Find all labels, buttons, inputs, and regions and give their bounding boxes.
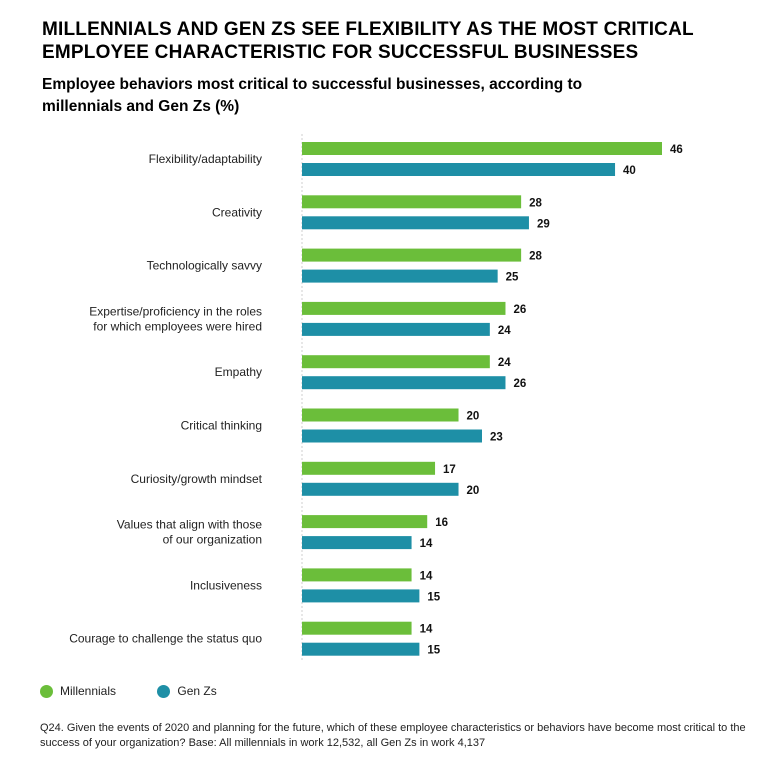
bar-millennials — [302, 301, 506, 315]
legend-item-genz: Gen Zs — [157, 684, 217, 698]
data-label: 28 — [529, 197, 542, 209]
bar-genz — [302, 269, 498, 283]
category-label: Expertise/proficiency in the roles for wh… — [89, 304, 262, 333]
bar-genz — [302, 163, 616, 176]
bar-millennials — [302, 621, 412, 635]
bar-genz — [302, 642, 420, 656]
bar-chart: Flexibility/adaptability 46 40 Creativity 28… — [69, 134, 683, 660]
bar-genz — [302, 376, 506, 390]
bar-genz — [302, 322, 490, 336]
bar-genz — [302, 429, 482, 443]
chart-title: MILLENNIALS AND GEN ZS SEE FLEXIBILITY A… — [42, 19, 694, 63]
category-label-line: Critical thinking — [181, 419, 262, 433]
bar-genz — [302, 482, 459, 496]
legend-label-millennials: Millennials — [60, 684, 117, 698]
category-label: Values that align with those of our organ… — [117, 518, 263, 547]
data-label: 14 — [420, 624, 433, 636]
bar-millennials — [302, 515, 428, 529]
category-label: Creativity — [212, 205, 262, 219]
category-label: Flexibility/adaptability — [149, 152, 262, 166]
category-label-line: Flexibility/adaptability — [149, 152, 262, 166]
data-label: 46 — [670, 144, 683, 156]
data-label: 15 — [427, 645, 440, 657]
category-label: Curiosity/growth mindset — [131, 472, 263, 486]
legend-item-millennials: Millennials — [40, 684, 116, 698]
data-label: 14 — [420, 570, 433, 582]
data-label: 24 — [498, 325, 511, 337]
legend-label-genz: Gen Zs — [177, 684, 217, 698]
data-label: 28 — [529, 251, 542, 263]
bar-millennials — [302, 248, 522, 262]
data-label: 29 — [537, 218, 550, 230]
data-label: 15 — [427, 591, 440, 603]
bar-millennials — [302, 355, 490, 369]
data-label: 20 — [467, 411, 480, 423]
footnote: Q24. Given the events of 2020 and planni… — [40, 722, 746, 749]
bar-genz — [302, 536, 412, 550]
category-label: Critical thinking — [181, 419, 262, 433]
data-label: 20 — [467, 485, 480, 497]
legend-swatch-millennials — [40, 684, 53, 698]
data-label: 17 — [443, 464, 456, 476]
category-label: Courage to challenge the status quo — [69, 632, 262, 646]
bar-millennials — [302, 142, 662, 155]
data-label: 26 — [513, 304, 526, 316]
category-label-line: of our organization — [163, 533, 262, 547]
category-label-line: for which employees were hired — [93, 319, 262, 333]
data-label: 16 — [435, 517, 448, 529]
category-label: Empathy — [215, 365, 262, 379]
category-label-line: Curiosity/growth mindset — [131, 472, 263, 486]
data-label: 23 — [490, 432, 503, 444]
category-label: Technologically savvy — [147, 259, 262, 273]
category-label-line: Expertise/proficiency in the roles — [89, 304, 262, 318]
data-label: 24 — [498, 357, 511, 369]
data-label: 14 — [420, 538, 433, 550]
category-label-line: Inclusiveness — [190, 578, 262, 592]
data-label: 26 — [513, 378, 526, 390]
chart-subtitle: Employee behaviors most critical to succ… — [42, 76, 583, 115]
category-label-line: Values that align with those — [117, 518, 263, 532]
bar-genz — [302, 216, 529, 230]
legend: Millennials Gen Zs — [40, 684, 255, 701]
bar-millennials — [302, 568, 412, 582]
category-label-line: Empathy — [215, 365, 262, 379]
category-label-line: Courage to challenge the status quo — [69, 632, 262, 646]
category-label-line: Technologically savvy — [147, 259, 262, 273]
category-label: Inclusiveness — [190, 578, 262, 592]
legend-swatch-genz — [157, 684, 171, 698]
category-label-line: Creativity — [212, 205, 262, 219]
bar-millennials — [302, 195, 522, 209]
bar-genz — [302, 589, 420, 603]
data-label: 40 — [623, 165, 636, 177]
bar-millennials — [302, 408, 459, 422]
bar-millennials — [302, 461, 436, 475]
data-label: 25 — [506, 272, 519, 284]
